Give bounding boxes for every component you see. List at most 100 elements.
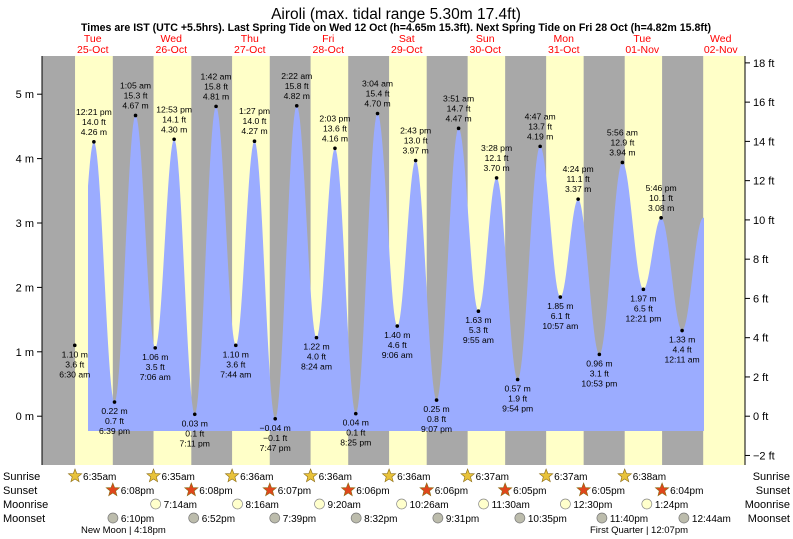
sunrise-icon — [303, 468, 319, 483]
day-labels: Tue25-OctWed26-OctThu27-OctFri28-OctSat2… — [77, 33, 738, 56]
sunrise-time: 6:35am — [83, 472, 116, 483]
moon-phase-new: New Moon | 4:18pm — [81, 525, 166, 536]
tide-point — [214, 104, 218, 109]
moonrise-icon — [396, 498, 407, 510]
sunset-icon — [183, 482, 199, 497]
tide-point — [133, 113, 138, 118]
day-date: 01-Nov — [625, 44, 660, 56]
tide-point — [333, 146, 337, 151]
tide-meters: 0.04 m — [343, 418, 369, 428]
moonrise-time: 11:30am — [492, 500, 530, 511]
tide-feet: 0.8 ft — [427, 414, 447, 424]
day-of-week: Sat — [399, 33, 415, 45]
axes: 0 m 1 m 2 m 3 m 4 m 5 m −2 ft 0 ft 2 ft 4 ft 6 ft 8… — [16, 56, 775, 465]
sunset-icon — [576, 482, 592, 497]
tide-meters: 4.16 m — [322, 133, 348, 143]
tide-meters: 3.08 m — [648, 203, 674, 213]
day-of-week: Thu — [241, 33, 259, 45]
right-tick-label: −2 ft — [753, 450, 775, 462]
moonrise-time: 12:30pm — [573, 500, 612, 511]
tide-meters: 0.25 m — [423, 404, 449, 414]
tide-point — [72, 343, 77, 348]
moonrise-time: 8:16am — [246, 500, 279, 511]
tide-time: 4:24 pm — [563, 164, 594, 174]
moonset-row-label-left: Moonset — [3, 513, 45, 525]
tide-time: 9:07 pm — [421, 424, 452, 434]
tide-time: 3:51 am — [443, 93, 474, 103]
tide-feet: 10.1 ft — [649, 193, 674, 203]
sunset-icon — [340, 482, 356, 497]
moonset-time: 6:10pm — [121, 514, 154, 525]
astro-rows: Sunrise Sunrise Sunset Sunset Moonrise Moonri… — [3, 468, 790, 536]
moonset-icon — [269, 512, 281, 524]
sunset-icon — [654, 482, 670, 497]
tide-time: 9:54 pm — [502, 403, 533, 413]
left-tick-label: 4 m — [16, 154, 34, 166]
moonrise-time: 7:14am — [164, 500, 197, 511]
tide-time: 10:57 am — [542, 321, 578, 331]
left-tick-label: 2 m — [16, 282, 34, 294]
tide-point — [659, 216, 663, 220]
day-date: 31-Oct — [548, 44, 580, 56]
tide-feet: 6.5 ft — [634, 303, 654, 313]
day-date: 02-Nov — [704, 44, 739, 56]
moonset-icon — [514, 512, 526, 524]
moonset-icon — [188, 512, 200, 524]
tide-point — [494, 176, 499, 180]
tide-time: 6:30 am — [59, 369, 90, 379]
tide-feet: 5.3 ft — [469, 325, 489, 335]
tide-point — [112, 400, 117, 404]
tide-time: 9:06 am — [382, 350, 413, 360]
tide-meters: 4.19 m — [527, 131, 553, 141]
day-of-week: Tue — [633, 33, 651, 45]
tide-time: 3:04 am — [362, 79, 393, 89]
sunset-icon — [105, 482, 121, 497]
tide-time: 3:28 pm — [481, 143, 512, 153]
moonrise-icon — [314, 498, 325, 510]
moonset-icon — [432, 512, 444, 524]
tide-point — [192, 412, 197, 417]
tide-feet: −0.1 ft — [263, 433, 288, 443]
moonset-icon — [596, 512, 608, 524]
tide-meters: 0.03 m — [182, 418, 208, 428]
tide-meters: 4.26 m — [81, 127, 107, 137]
sunrise-icon — [146, 468, 162, 483]
moonset-time: 6:52pm — [202, 514, 235, 525]
moonset-time: 7:39pm — [283, 514, 316, 525]
tide-point — [153, 346, 158, 350]
right-tick-label: 10 ft — [753, 215, 774, 227]
day-date: 30-Oct — [469, 44, 501, 56]
tide-feet: 0.7 ft — [105, 416, 125, 426]
tide-time: 12:11 am — [664, 355, 699, 365]
tide-meters: 1.33 m — [669, 335, 695, 345]
tide-time: 2:03 pm — [319, 113, 350, 123]
tide-meters: 4.81 m — [203, 91, 229, 101]
moonrise-row-label-left: Moonrise — [3, 499, 48, 511]
tide-meters: 4.30 m — [161, 124, 187, 134]
moonset-time: 10:35pm — [528, 514, 567, 525]
sunrise-time: 6:38am — [633, 472, 666, 483]
tide-meters: −0.04 m — [260, 423, 291, 433]
tide-meters: 0.57 m — [504, 383, 530, 393]
tide-time: 1:42 am — [201, 71, 232, 81]
tide-feet: 14.1 ft — [162, 114, 187, 124]
moonset-time: 11:40pm — [610, 514, 648, 525]
sunrise-time: 6:35am — [162, 472, 195, 483]
tide-meters: 0.22 m — [101, 406, 127, 416]
tide-point — [434, 398, 439, 402]
left-tick-label: 3 m — [16, 218, 34, 230]
tide-meters: 3.97 m — [402, 146, 428, 156]
left-tick-label: 5 m — [16, 89, 34, 101]
moonset-icon — [678, 512, 690, 524]
sunrise-icon — [381, 468, 397, 483]
moonrise-icon — [478, 498, 489, 510]
moonrise-icon — [150, 498, 162, 510]
tide-feet: 3.6 ft — [65, 359, 85, 369]
tide-time: 10:53 pm — [581, 378, 617, 388]
moon-phase-first-quarter: First Quarter | 12:07pm — [590, 525, 688, 536]
tide-feet: 12.9 ft — [610, 137, 635, 147]
tide-point — [314, 335, 319, 340]
tide-point — [233, 343, 238, 348]
day-date: 27-Oct — [234, 44, 266, 56]
